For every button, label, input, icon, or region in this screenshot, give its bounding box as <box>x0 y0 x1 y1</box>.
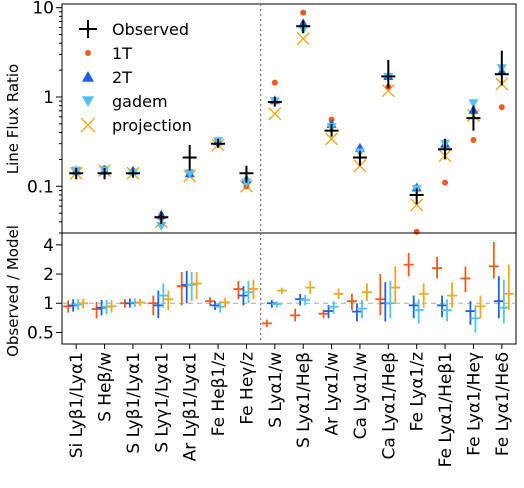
gadem-marker <box>156 221 167 231</box>
category-labels: Si Lyβ1/Lyα1 S Heβ/w S Lyβ1/Lyα1 S Lyγ1/Lyα… <box>67 344 513 467</box>
category-label: Fe Lyα1/Heδ <box>493 352 513 456</box>
category-label: Ar Lyβ1/Lyα1 <box>181 352 201 461</box>
category-label: Ar Lyα1/w <box>323 352 343 436</box>
gadem-marker <box>184 169 195 179</box>
t1-marker <box>470 136 477 143</box>
category-label: Ca Lyα1/Heβ <box>379 352 399 460</box>
top-tick-label: 1 <box>43 88 54 108</box>
top-tick-label: 0.1 <box>27 177 54 197</box>
t1-marker <box>442 179 449 186</box>
bottom-tick-label: 4 <box>43 236 54 256</box>
bottom-tick-label: 1 <box>43 294 54 314</box>
bottom-y-axis-label: Observed / Model <box>4 225 22 357</box>
legend-t2-label: 2T <box>112 68 132 87</box>
category-label: Fe Lyα1/z <box>408 352 428 431</box>
category-label: Fe Lyα1/Heβ1 <box>436 352 456 467</box>
category-label: Fe Lyα1/Heγ <box>464 352 484 456</box>
projection-marker <box>325 132 339 146</box>
gadem-marker <box>241 178 252 188</box>
legend-projection-label: projection <box>112 116 192 135</box>
top-tick-label: 10 <box>32 0 54 19</box>
projection-marker <box>268 107 282 121</box>
category-label: S Lyα1/w <box>266 352 286 428</box>
legend-observed-label: Observed <box>112 20 189 39</box>
category-label: Fe Heγ/z <box>237 352 257 425</box>
category-label: Ca Lyα1/w <box>351 352 371 439</box>
observed-model-panel: 0.5 1 2 4 <box>27 232 517 345</box>
t1-marker <box>300 9 307 16</box>
category-label: S Heβ/w <box>96 352 116 422</box>
bottom-tick-label: 0.5 <box>27 323 54 343</box>
projection-marker <box>296 32 310 46</box>
flux-ratio-panel: 0.1 1 10 <box>27 0 517 235</box>
legend-t1-marker <box>85 50 91 56</box>
legend-gadem-label: gadem <box>112 92 168 111</box>
bottom-plot-frame <box>61 232 517 345</box>
category-label: S Lyα1/Heβ <box>294 352 314 448</box>
legend-t1-label: 1T <box>112 44 132 63</box>
legend-projection-marker <box>80 117 96 133</box>
legend-t2-marker <box>82 71 94 82</box>
projection-marker <box>381 84 395 98</box>
projection-marker <box>410 198 424 212</box>
t1-marker <box>413 228 420 235</box>
gadem-marker <box>468 99 479 109</box>
t1-marker <box>271 79 278 86</box>
category-label: S Lyβ1/Lyα1 <box>124 352 144 454</box>
t1-marker <box>498 104 505 111</box>
category-label: S Lyγ1/Lyα1 <box>152 352 172 453</box>
top-y-axis-label: Line Flux Ratio <box>4 64 22 175</box>
legend-gadem-marker <box>82 96 94 107</box>
projection-marker <box>353 159 367 173</box>
category-label: Si Lyβ1/Lyα1 <box>67 352 87 458</box>
legend: Observed 1T 2T gadem projection <box>79 20 192 135</box>
bottom-tick-label: 2 <box>43 265 54 285</box>
category-label: Fe Heβ1/z <box>209 352 229 436</box>
